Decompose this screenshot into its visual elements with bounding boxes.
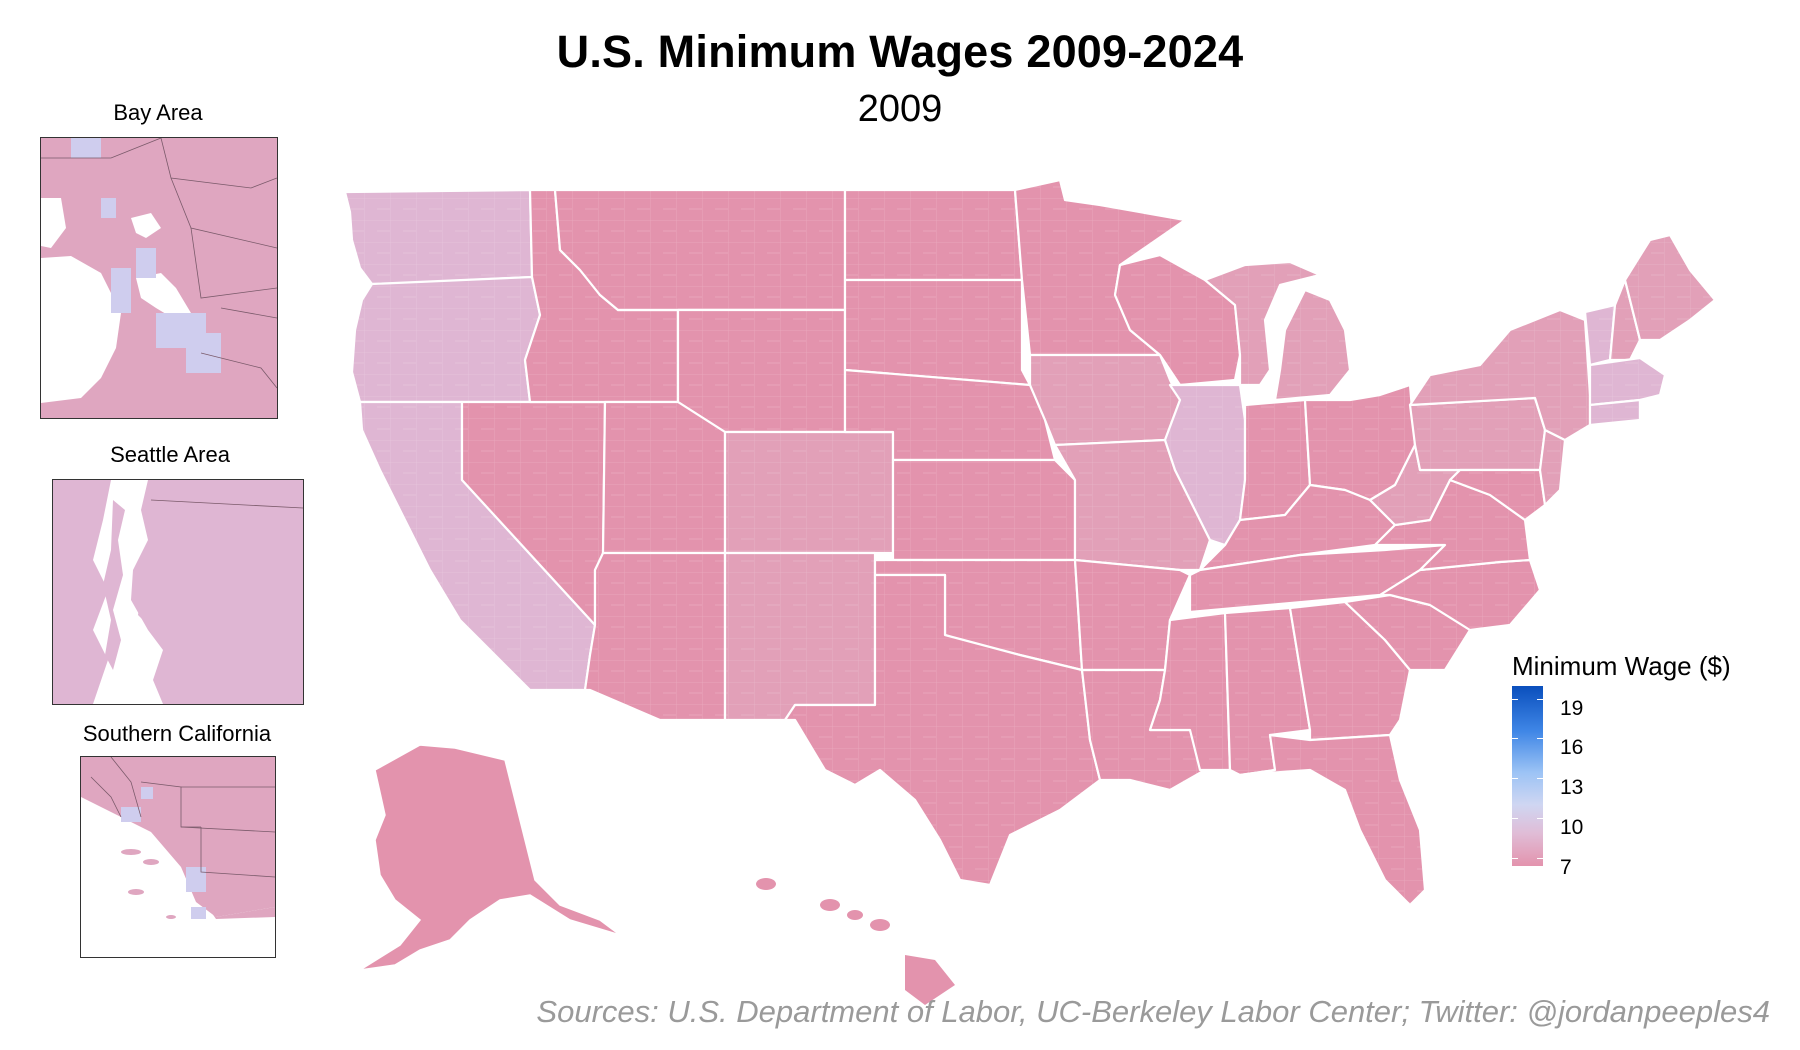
legend-tickmark [1537, 778, 1543, 779]
legend-tickmark [1512, 738, 1518, 739]
inset-bay-area [40, 137, 278, 419]
legend-tick-label: 13 [1560, 776, 1584, 799]
legend-tick-label: 10 [1560, 816, 1584, 839]
inset-seattle-area [52, 479, 304, 705]
inset-title-seattle-area: Seattle Area [110, 442, 230, 467]
inset-title-bay-area: Bay Area [113, 100, 203, 125]
county-lines [345, 180, 1715, 910]
legend-tick-label: 16 [1560, 736, 1584, 759]
legend-tickmark [1512, 699, 1518, 700]
legend-tickmark [1537, 699, 1543, 700]
state-hawaii [756, 878, 955, 1005]
inset-southern-california [80, 756, 276, 958]
legend-tickmark [1537, 858, 1543, 859]
legend-color-bar [1512, 686, 1543, 866]
legend-tick-label: 7 [1560, 856, 1572, 879]
legend-tickmark [1537, 738, 1543, 739]
legend-tickmark [1512, 778, 1518, 779]
chart-title: U.S. Minimum Wages 2009-2024 [556, 26, 1244, 77]
southern-california-map [81, 757, 275, 957]
seattle-area-map [53, 480, 303, 704]
legend-tick-label: 19 [1560, 697, 1584, 720]
legend-title: Minimum Wage ($) [1512, 651, 1731, 681]
legend-tickmark [1512, 858, 1518, 859]
inset-title-southern-california: Southern California [82, 721, 272, 746]
source-caption: Sources: U.S. Department of Labor, UC-Be… [536, 994, 1770, 1029]
state-alaska [359, 744, 621, 971]
legend-tickmark [1512, 818, 1518, 819]
bay-area-map [41, 138, 277, 418]
legend-tickmark [1537, 818, 1543, 819]
year-subtitle: 2009 [857, 88, 943, 130]
